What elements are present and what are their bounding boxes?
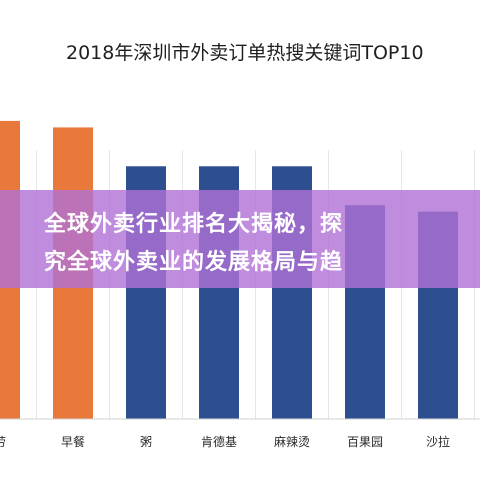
tick-label: 早餐 xyxy=(60,435,85,449)
tick-label: 粥 xyxy=(139,435,152,449)
tick-label: 百果园 xyxy=(346,435,383,449)
overlay-text-line-2: 究全球外卖业的发展格局与趋 xyxy=(44,250,344,275)
tick-label: 劳 xyxy=(0,433,35,450)
chart-title: 2018年深圳市外卖订单热搜关键词TOP10 xyxy=(66,42,424,64)
tick-label: 麻辣烫 xyxy=(273,435,310,449)
tick-label: 沙拉 xyxy=(425,435,450,449)
overlay-banner: 全球外卖行业排名大揭秘，探 究全球外卖业的发展格局与趋 xyxy=(0,190,480,288)
tick-label: 肯德基 xyxy=(200,435,237,449)
overlay-text-line-1: 全球外卖行业排名大揭秘，探 xyxy=(44,212,344,237)
